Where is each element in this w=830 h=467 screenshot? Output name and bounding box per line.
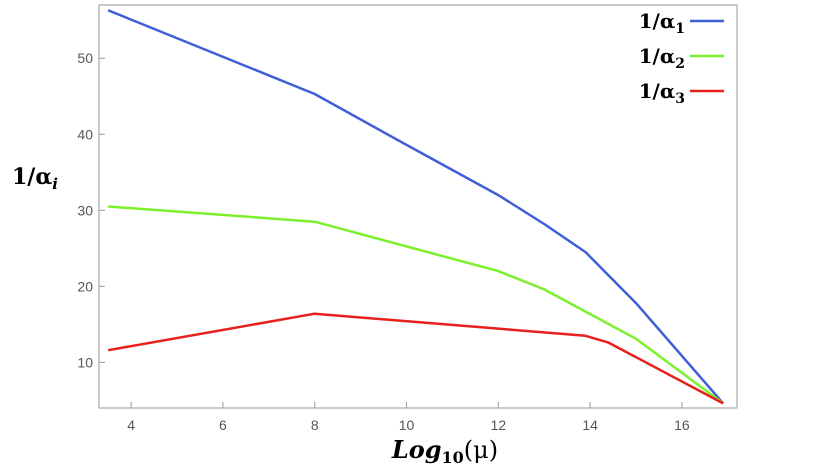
y-axis-title: 1/αi	[12, 164, 58, 193]
x-axis-title: Log10(μ)	[391, 435, 498, 467]
series-line-1	[107, 9, 725, 405]
series-layer	[107, 9, 725, 405]
y-tick-label: 40	[77, 126, 93, 142]
x-tick-label: 6	[219, 417, 227, 433]
x-tick-label: 12	[491, 417, 507, 433]
plot-frame	[98, 4, 738, 409]
x-tick-label: 16	[674, 417, 690, 433]
series-line-3	[107, 312, 724, 405]
y-tick-label: 30	[77, 202, 93, 218]
legend-label: 1/α3	[639, 79, 685, 107]
legend-label: 1/α2	[639, 44, 685, 72]
legend-label: 1/α1	[639, 9, 685, 37]
x-tick-label: 8	[311, 417, 319, 433]
y-tick-label: 20	[77, 278, 93, 294]
series-line-2	[108, 205, 724, 405]
y-tick-label: 50	[77, 50, 93, 66]
legend: 1/α1 1/α2 1/α3	[639, 9, 724, 107]
x-tick-label: 10	[399, 417, 415, 433]
legend-item-1: 1/α1	[639, 9, 724, 37]
y-axis: 10 20 30 40 50	[77, 50, 105, 370]
x-axis: 4 6 8 10 12 14 16	[127, 402, 690, 433]
y-tick-label: 10	[77, 354, 93, 370]
legend-item-3: 1/α3	[639, 79, 724, 107]
x-tick-label: 14	[582, 417, 598, 433]
x-tick-label: 4	[127, 417, 135, 433]
legend-item-2: 1/α2	[639, 44, 724, 72]
